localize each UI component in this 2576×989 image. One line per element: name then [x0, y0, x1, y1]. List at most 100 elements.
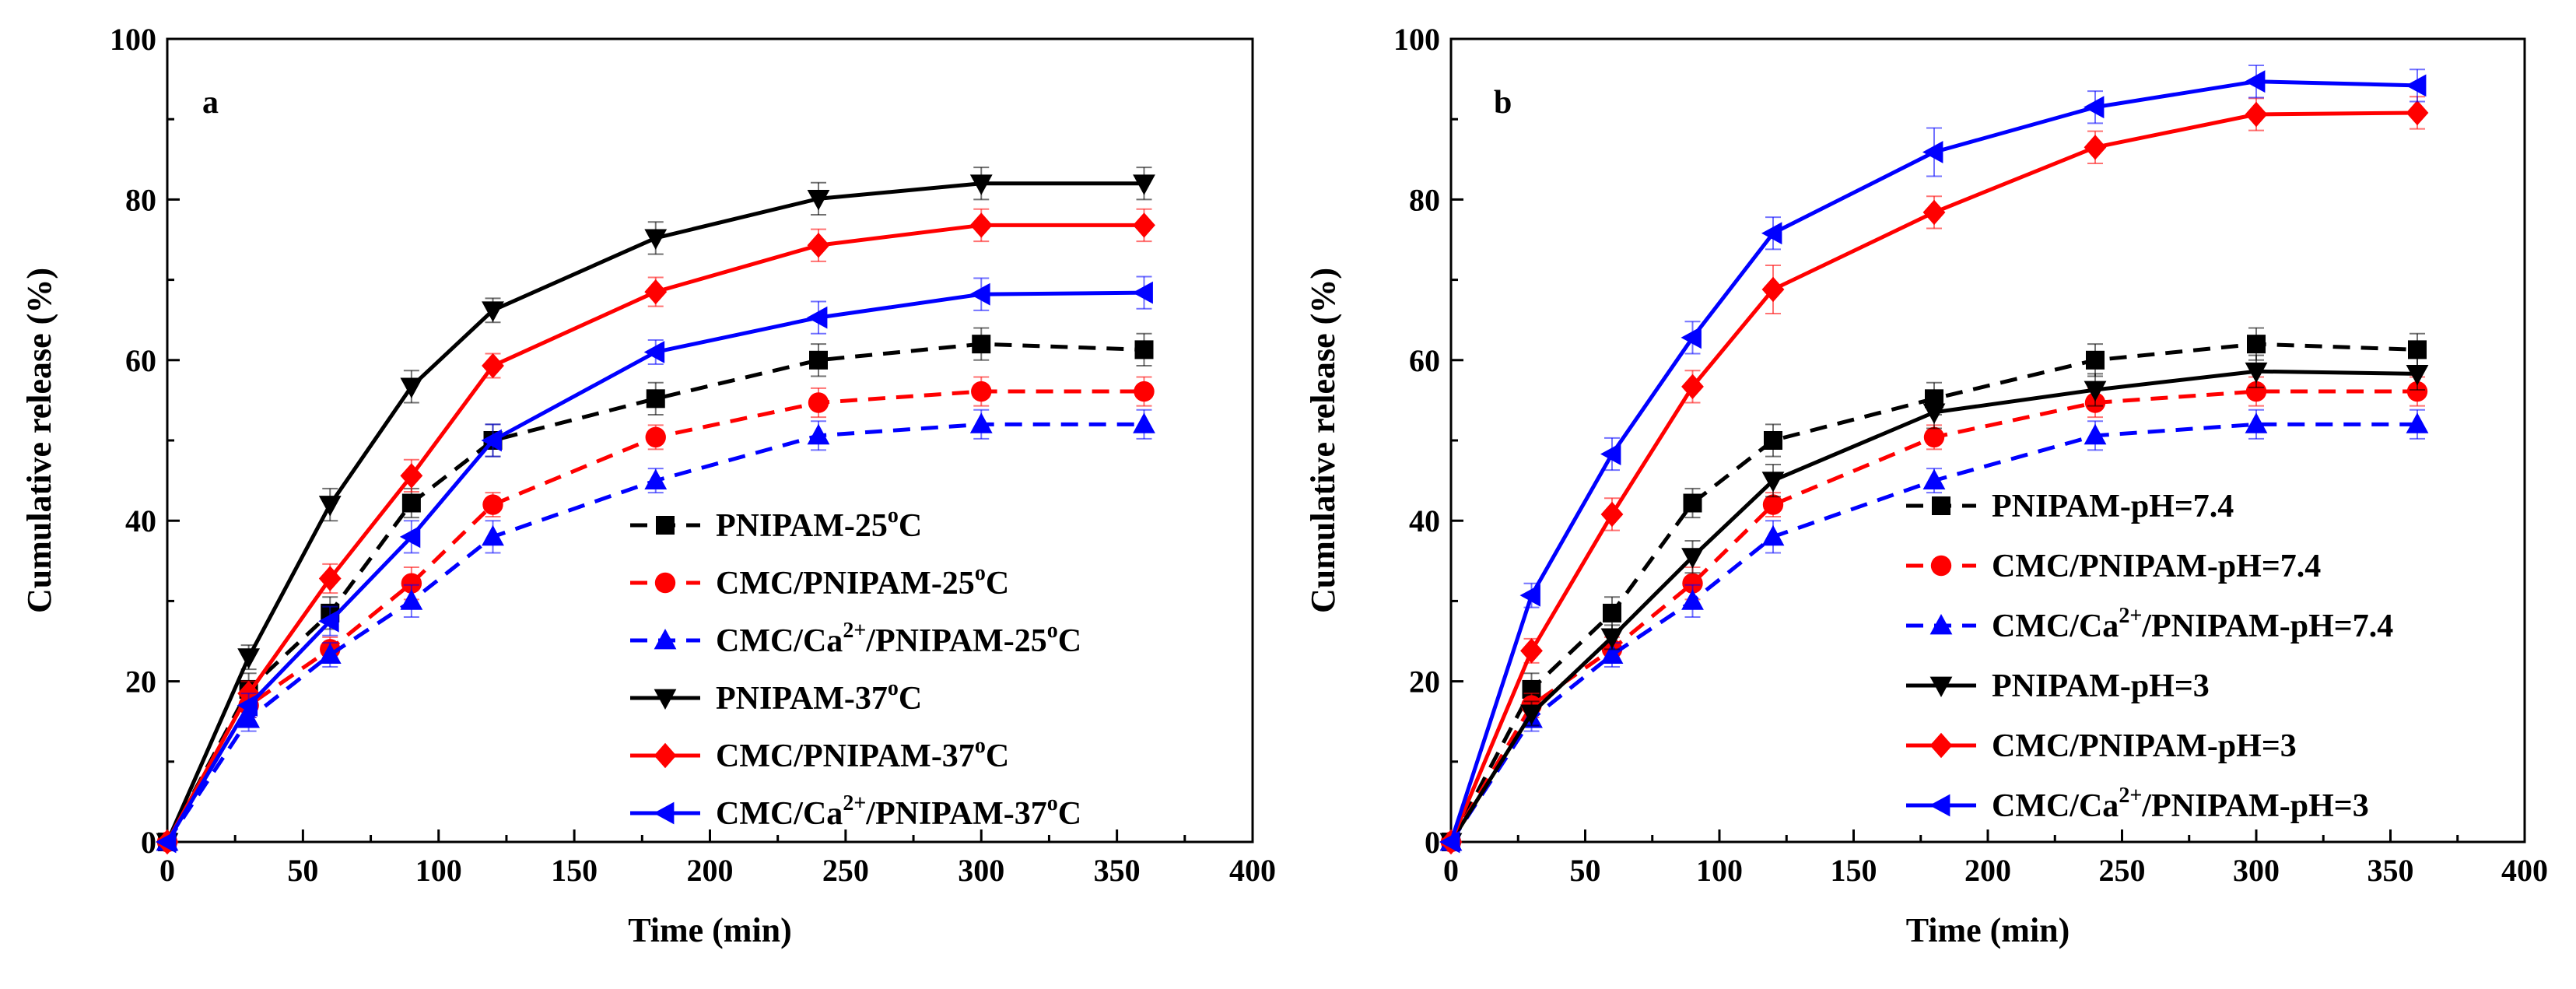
legend-label: PNIPAM-pH=3: [1992, 668, 2210, 704]
series-line: [165, 342, 1144, 843]
data-point: [1134, 340, 1154, 359]
series-5: [1439, 65, 2427, 854]
legend-label: CMC/PNIPAM-25oC: [716, 561, 1009, 601]
series-4: [156, 208, 1155, 855]
data-point: [2086, 350, 2105, 370]
data-point: [482, 494, 503, 515]
x-tick-label: 400: [2501, 853, 2548, 888]
legend-item: PNIPAM-25oC: [630, 503, 922, 544]
legend-item: CMC/Ca2+/PNIPAM-pH=3: [1906, 784, 2369, 824]
x-tick-label: 50: [287, 853, 318, 888]
legend-item: CMC/Ca2+/PNIPAM-25oC: [630, 619, 1081, 659]
panel-letter: a: [202, 85, 219, 121]
data-point: [2084, 135, 2107, 160]
x-tick-label: 0: [159, 853, 175, 888]
y-tick-label: 20: [125, 665, 156, 700]
y-tick-label: 100: [110, 22, 156, 57]
data-point: [1922, 403, 1946, 424]
data-point: [318, 566, 342, 591]
data-point: [972, 335, 991, 354]
data-point: [318, 643, 342, 664]
data-point: [2084, 423, 2107, 445]
data-point: [1600, 501, 1624, 528]
y-tick-label: 80: [1409, 182, 1440, 217]
legend-marker: [1929, 732, 1953, 759]
legend-item: PNIPAM-pH=3: [1906, 668, 2210, 704]
data-point: [2406, 412, 2429, 433]
x-tick-label: 150: [1831, 853, 1877, 888]
data-point: [1133, 212, 1155, 238]
data-point: [1134, 381, 1155, 402]
legend-label: PNIPAM-37oC: [716, 676, 922, 717]
data-point: [237, 648, 261, 669]
data-point: [644, 468, 668, 489]
data-point: [807, 189, 830, 211]
data-point: [2245, 101, 2268, 128]
legend-marker: [654, 801, 675, 825]
data-point: [969, 174, 993, 195]
data-point: [1761, 276, 1785, 303]
data-point: [1519, 584, 1540, 607]
data-point: [156, 830, 177, 854]
data-point: [1923, 426, 1945, 448]
data-point: [2408, 340, 2427, 359]
data-point: [400, 589, 423, 610]
plot-frame: [166, 37, 1254, 843]
data-point: [1520, 638, 1543, 664]
data-point: [807, 233, 830, 258]
legend-item: CMC/PNIPAM-pH=7.4: [1906, 549, 2321, 584]
data-point: [807, 306, 828, 329]
y-tick-label: 0: [1425, 825, 1440, 860]
data-point: [1439, 830, 1460, 854]
data-point: [318, 609, 339, 633]
y-tick-label: 60: [125, 343, 156, 378]
series-5: [156, 275, 1153, 854]
legend-marker: [654, 629, 677, 650]
panel-letter: b: [1494, 85, 1512, 121]
data-point: [969, 282, 990, 306]
legend-marker: [654, 572, 676, 594]
data-point: [1922, 199, 1946, 226]
x-tick-label: 350: [1094, 853, 1141, 888]
data-point: [1683, 493, 1702, 513]
legend-label: CMC/Ca2+/PNIPAM-pH=3: [1992, 784, 2369, 824]
data-point: [481, 429, 502, 452]
legend-item: CMC/Ca2+/PNIPAM-37oC: [630, 791, 1081, 832]
legend-item: CMC/PNIPAM-25oC: [630, 561, 1009, 601]
x-tick-label: 300: [958, 853, 1004, 888]
legend-marker: [654, 742, 677, 769]
data-point: [2245, 70, 2266, 93]
x-tick-label: 250: [2099, 853, 2146, 888]
legend-label: CMC/PNIPAM-pH=3: [1992, 728, 2297, 764]
legend-item: CMC/PNIPAM-pH=3: [1906, 728, 2297, 764]
y-tick-label: 20: [1409, 665, 1440, 700]
data-point: [2406, 74, 2427, 97]
data-point: [2084, 96, 2105, 119]
data-point: [1600, 643, 1624, 664]
data-point: [400, 463, 423, 489]
legend-marker: [1930, 555, 1952, 577]
data-point: [644, 279, 668, 305]
legend-label: CMC/Ca2+/PNIPAM-pH=7.4: [1992, 604, 2393, 644]
x-tick-label: 150: [551, 853, 598, 888]
data-point: [318, 496, 342, 517]
y-tick-label: 40: [125, 503, 156, 538]
data-point: [1681, 374, 1704, 400]
data-point: [1922, 141, 1943, 163]
y-axis-title: Cumulative release (%): [1304, 268, 1342, 613]
data-point: [1762, 494, 1784, 515]
data-point: [2084, 381, 2107, 402]
data-point: [809, 350, 828, 370]
legend-label: CMC/PNIPAM-37oC: [716, 734, 1009, 774]
data-point: [2406, 381, 2428, 402]
data-point: [643, 341, 665, 363]
legend-label: CMC/PNIPAM-pH=7.4: [1992, 549, 2321, 584]
x-tick-label: 100: [1696, 853, 1743, 888]
data-point: [1132, 281, 1153, 304]
y-tick-label: 0: [141, 825, 156, 860]
data-point: [807, 423, 830, 445]
data-point: [2245, 412, 2268, 433]
x-tick-label: 0: [1443, 853, 1459, 888]
